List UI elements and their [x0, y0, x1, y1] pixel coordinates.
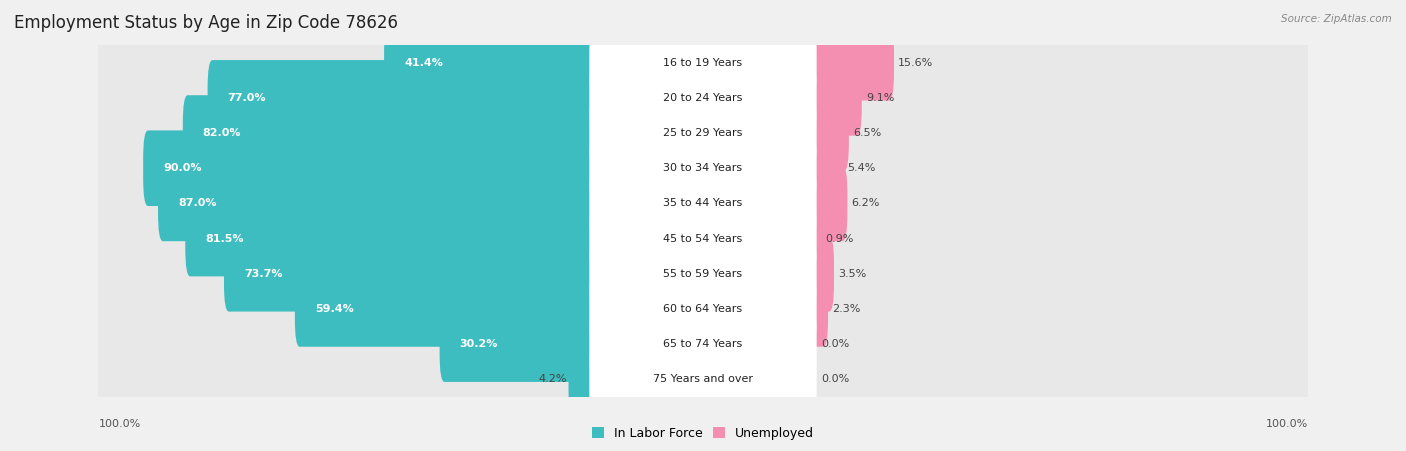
- FancyBboxPatch shape: [94, 158, 1312, 249]
- Text: 35 to 44 Years: 35 to 44 Years: [664, 198, 742, 208]
- Text: 81.5%: 81.5%: [205, 234, 243, 244]
- FancyBboxPatch shape: [568, 341, 599, 417]
- Text: 90.0%: 90.0%: [163, 163, 201, 173]
- Text: 0.0%: 0.0%: [821, 339, 849, 349]
- FancyBboxPatch shape: [589, 60, 817, 136]
- Text: 25 to 29 Years: 25 to 29 Years: [664, 128, 742, 138]
- FancyBboxPatch shape: [589, 25, 817, 101]
- FancyBboxPatch shape: [94, 334, 1312, 424]
- Text: 4.2%: 4.2%: [538, 374, 567, 384]
- FancyBboxPatch shape: [157, 166, 599, 241]
- Text: 5.4%: 5.4%: [848, 163, 876, 173]
- Text: 6.5%: 6.5%: [853, 128, 882, 138]
- Text: 45 to 54 Years: 45 to 54 Years: [664, 234, 742, 244]
- Text: 59.4%: 59.4%: [315, 304, 353, 314]
- FancyBboxPatch shape: [807, 201, 821, 276]
- FancyBboxPatch shape: [589, 306, 817, 382]
- Text: 55 to 59 Years: 55 to 59 Years: [664, 269, 742, 279]
- FancyBboxPatch shape: [94, 299, 1312, 389]
- FancyBboxPatch shape: [589, 95, 817, 171]
- Text: 75 Years and over: 75 Years and over: [652, 374, 754, 384]
- FancyBboxPatch shape: [589, 130, 817, 206]
- FancyBboxPatch shape: [384, 25, 599, 101]
- Text: 30.2%: 30.2%: [460, 339, 498, 349]
- FancyBboxPatch shape: [807, 166, 848, 241]
- Text: 87.0%: 87.0%: [179, 198, 217, 208]
- FancyBboxPatch shape: [186, 201, 599, 276]
- FancyBboxPatch shape: [589, 271, 817, 347]
- Text: 3.5%: 3.5%: [838, 269, 866, 279]
- Text: 16 to 19 Years: 16 to 19 Years: [664, 58, 742, 68]
- FancyBboxPatch shape: [94, 264, 1312, 354]
- Text: 30 to 34 Years: 30 to 34 Years: [664, 163, 742, 173]
- Text: 60 to 64 Years: 60 to 64 Years: [664, 304, 742, 314]
- FancyBboxPatch shape: [589, 341, 817, 417]
- Text: 73.7%: 73.7%: [243, 269, 283, 279]
- FancyBboxPatch shape: [94, 53, 1312, 143]
- Text: Source: ZipAtlas.com: Source: ZipAtlas.com: [1281, 14, 1392, 23]
- FancyBboxPatch shape: [94, 18, 1312, 108]
- FancyBboxPatch shape: [807, 95, 849, 171]
- FancyBboxPatch shape: [94, 193, 1312, 284]
- Text: 41.4%: 41.4%: [404, 58, 443, 68]
- FancyBboxPatch shape: [94, 88, 1312, 178]
- FancyBboxPatch shape: [143, 130, 599, 206]
- FancyBboxPatch shape: [224, 236, 599, 312]
- Text: 15.6%: 15.6%: [898, 58, 934, 68]
- Text: 0.9%: 0.9%: [825, 234, 853, 244]
- Text: 9.1%: 9.1%: [866, 93, 894, 103]
- FancyBboxPatch shape: [94, 229, 1312, 319]
- FancyBboxPatch shape: [295, 271, 599, 347]
- Text: 100.0%: 100.0%: [1265, 419, 1308, 429]
- Text: 77.0%: 77.0%: [228, 93, 266, 103]
- Text: 82.0%: 82.0%: [202, 128, 242, 138]
- Text: 0.0%: 0.0%: [821, 374, 849, 384]
- Text: 2.3%: 2.3%: [832, 304, 860, 314]
- FancyBboxPatch shape: [208, 60, 599, 136]
- FancyBboxPatch shape: [807, 236, 834, 312]
- Text: 100.0%: 100.0%: [98, 419, 141, 429]
- FancyBboxPatch shape: [807, 130, 844, 206]
- FancyBboxPatch shape: [589, 201, 817, 276]
- Text: 20 to 24 Years: 20 to 24 Years: [664, 93, 742, 103]
- FancyBboxPatch shape: [183, 95, 599, 171]
- FancyBboxPatch shape: [94, 123, 1312, 213]
- Text: Employment Status by Age in Zip Code 78626: Employment Status by Age in Zip Code 786…: [14, 14, 398, 32]
- Text: 65 to 74 Years: 65 to 74 Years: [664, 339, 742, 349]
- FancyBboxPatch shape: [589, 236, 817, 312]
- FancyBboxPatch shape: [807, 271, 828, 347]
- FancyBboxPatch shape: [807, 60, 862, 136]
- Text: 6.2%: 6.2%: [852, 198, 880, 208]
- FancyBboxPatch shape: [440, 306, 599, 382]
- FancyBboxPatch shape: [807, 25, 894, 101]
- FancyBboxPatch shape: [589, 166, 817, 241]
- Legend: In Labor Force, Unemployed: In Labor Force, Unemployed: [586, 422, 820, 445]
